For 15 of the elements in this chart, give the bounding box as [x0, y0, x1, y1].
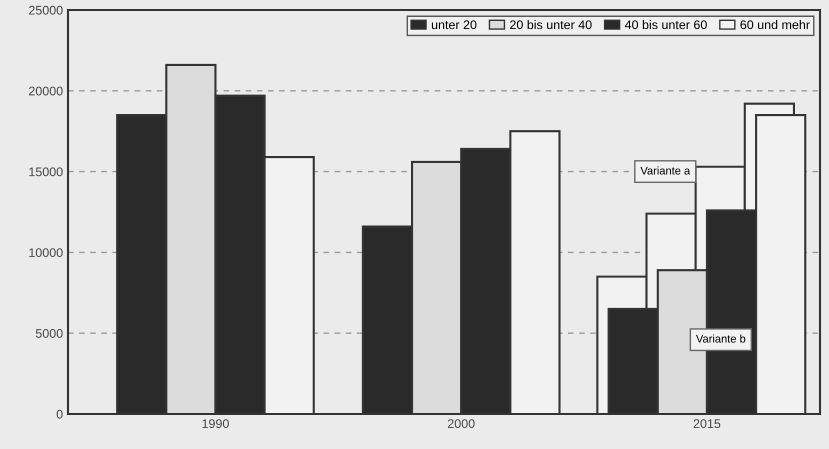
annotation: Variante b — [696, 334, 746, 343]
legend-label: 60 und mehr — [740, 20, 810, 30]
y-tick-label: 5000 — [36, 329, 63, 338]
y-tick-label: 10000 — [29, 248, 63, 258]
y-tick-label: 20000 — [29, 86, 63, 96]
y-tick-label: 0 — [56, 410, 63, 419]
x-tick-label: 2015 — [694, 419, 720, 428]
annotation: Variante a — [640, 166, 690, 175]
y-tick-label: 25000 — [29, 6, 63, 15]
y-tick-label: 15000 — [29, 167, 63, 176]
x-tick-label: 2000 — [448, 419, 475, 428]
legend-label: unter 20 — [432, 20, 476, 30]
x-tick-label: 1990 — [202, 419, 229, 428]
legend-label: 40 bis unter 60 — [624, 20, 707, 30]
legend-label: 20 bis unter 40 — [510, 20, 592, 30]
